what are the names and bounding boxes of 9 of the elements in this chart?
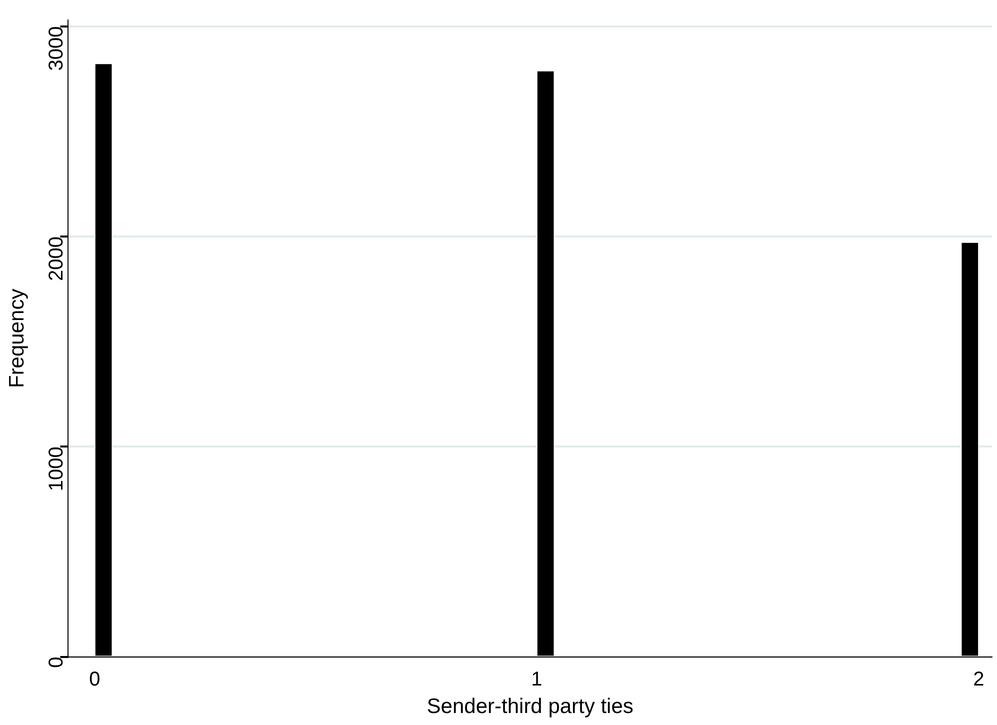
y-tick-label: 2000 [46,236,68,281]
y-tick-label: 0 [46,656,68,668]
x-tick-label: 2 [973,668,984,690]
x-tick-label: 1 [531,668,542,690]
y-axis-title: Frequency [5,288,28,388]
y-tick-label: 1000 [46,446,68,492]
x-axis-title: Sender-third party ties [426,695,634,718]
x-tick-label: 0 [89,668,100,690]
y-tick-label: 3000 [46,26,68,71]
